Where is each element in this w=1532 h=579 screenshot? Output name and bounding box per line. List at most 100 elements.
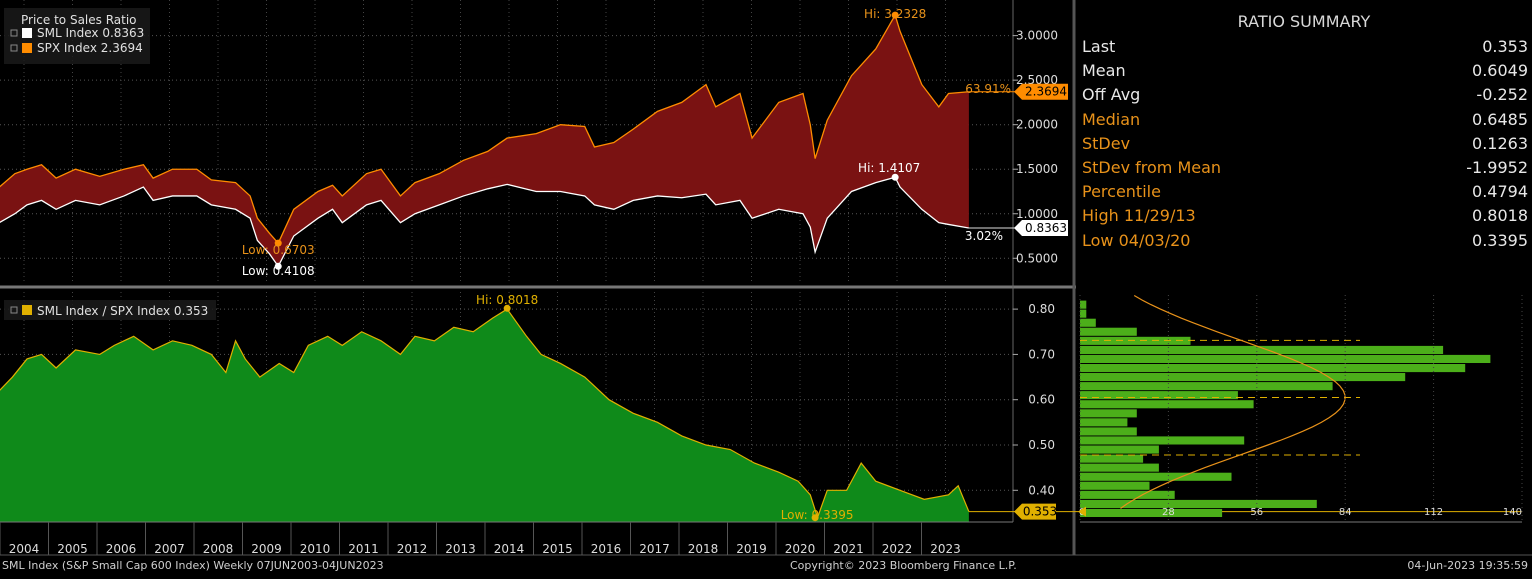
histogram-bar xyxy=(1080,427,1137,436)
x-tick-label-2004: 2004 xyxy=(9,542,40,556)
summary-row-value: 0.353 xyxy=(1482,37,1528,56)
bottom-ytick-label: 0.70 xyxy=(1028,347,1055,361)
histogram-xtick-label: 112 xyxy=(1424,507,1443,518)
x-tick-label-2010: 2010 xyxy=(300,542,331,556)
spx-last-tag xyxy=(1014,83,1068,100)
summary-row: High 11/29/13 0.8018 xyxy=(1082,206,1528,230)
x-tick-label-2016: 2016 xyxy=(591,542,622,556)
x-tick-label-2005: 2005 xyxy=(57,542,88,556)
spx-sml-spread-area xyxy=(0,15,969,267)
bottom-ytick-label: 0.80 xyxy=(1028,302,1055,316)
sml-last-tag-label: 0.8363 xyxy=(1025,221,1067,235)
x-tick-label-2015: 2015 xyxy=(542,542,573,556)
legend-swatch-sml xyxy=(22,28,32,38)
histogram-xtick-label: 56 xyxy=(1250,507,1263,518)
x-tick-label-2006: 2006 xyxy=(106,542,137,556)
summary-row: Mean 0.6049 xyxy=(1082,61,1528,85)
histogram-bar xyxy=(1080,454,1144,463)
ratio-low-marker xyxy=(811,514,819,522)
histogram-bar xyxy=(1080,499,1317,508)
histogram-xtick-label: 84 xyxy=(1339,507,1352,518)
sml-high-label: Hi: 1.4107 xyxy=(858,161,920,175)
top-ytick-label: 2.5000 xyxy=(1016,73,1058,87)
sml-low-marker xyxy=(274,262,282,270)
histogram xyxy=(1080,300,1491,517)
top-legend-title: Price to Sales Ratio xyxy=(21,13,137,27)
histogram-bar xyxy=(1080,300,1087,309)
bottom-ytick-label: 0.50 xyxy=(1028,438,1055,452)
x-tick-label-2009: 2009 xyxy=(251,542,282,556)
spx-last-tag-label: 2.3694 xyxy=(1025,85,1067,99)
x-tick-label-2017: 2017 xyxy=(639,542,670,556)
histogram-bar xyxy=(1080,445,1159,454)
bottom-ytick-label: 0.60 xyxy=(1028,393,1055,407)
histogram-bar xyxy=(1080,400,1254,409)
histogram-bar xyxy=(1080,391,1238,400)
x-tick-label-2007: 2007 xyxy=(154,542,185,556)
histogram-bar xyxy=(1080,409,1137,418)
top-ytick-label: 2.0000 xyxy=(1016,118,1058,132)
legend-expand-icon xyxy=(10,29,18,37)
sml-series-line xyxy=(0,176,969,268)
summary-row-value: 0.4794 xyxy=(1472,182,1528,202)
top-ytick-label: 1.0000 xyxy=(1016,207,1058,221)
histogram-bar xyxy=(1080,364,1466,373)
histogram-bar xyxy=(1080,508,1223,517)
spx-low-marker xyxy=(274,239,282,247)
x-tick-label-2019: 2019 xyxy=(736,542,767,556)
x-tick-label-2013: 2013 xyxy=(445,542,476,556)
sml-high-marker xyxy=(891,173,899,181)
summary-row-value: 0.1263 xyxy=(1472,133,1528,153)
summary-row-label: Mean xyxy=(1082,61,1126,81)
sml-pct-change-label: 3.02% xyxy=(965,229,1003,243)
histogram-bar xyxy=(1080,472,1232,481)
top-ytick-label: 0.5000 xyxy=(1016,251,1058,265)
x-tick-label-2022: 2022 xyxy=(882,542,913,556)
legend-item-sml: SML Index 0.8363 xyxy=(37,26,144,40)
histogram-bar xyxy=(1080,463,1159,472)
summary-row-label: StDev from Mean xyxy=(1082,158,1222,177)
legend-item-spx: SPX Index 2.3694 xyxy=(37,41,143,55)
x-tick-label-2020: 2020 xyxy=(785,542,816,556)
histogram-bar xyxy=(1080,318,1096,327)
legend-expand-icon xyxy=(10,44,18,52)
legend-item-ratio: SML Index / SPX Index 0.353 xyxy=(37,304,208,318)
histogram-bar xyxy=(1080,373,1406,382)
ratio-high-marker xyxy=(503,304,511,312)
histogram-bar xyxy=(1080,309,1087,318)
ratio-last-tag-label: 0.353 xyxy=(1023,505,1057,519)
ratio-last-tag xyxy=(1014,503,1056,520)
ratio-summary-panel: RATIO SUMMARY Last 0.353 Mean 0.6049 Off Avg… xyxy=(1076,0,1532,284)
summary-row-label: High 11/29/13 xyxy=(1082,206,1196,226)
spx-high-label: Hi: 3.2328 xyxy=(864,7,926,21)
x-tick-label-2021: 2021 xyxy=(833,542,864,556)
sml-low-label: Low: 0.4108 xyxy=(242,264,315,278)
summary-row-value: -1.9952 xyxy=(1466,158,1528,177)
legend-swatch-spx xyxy=(22,43,32,53)
summary-row-value: 0.8018 xyxy=(1472,206,1528,226)
histogram-bar xyxy=(1080,382,1333,391)
spx-low-label: Low: 0.6703 xyxy=(242,243,315,257)
x-tick-label-2008: 2008 xyxy=(203,542,234,556)
histogram-bar xyxy=(1080,490,1175,499)
bottom-legend-box xyxy=(4,300,216,320)
summary-row: StDev from Mean -1.9952 xyxy=(1082,158,1528,182)
summary-row: StDev 0.1263 xyxy=(1082,134,1528,158)
summary-row: Percentile 0.4794 xyxy=(1082,182,1528,206)
bottom-ytick-label: 0.40 xyxy=(1028,483,1055,497)
sml-last-tag xyxy=(1014,220,1068,236)
top-ytick-label: 1.5000 xyxy=(1016,162,1058,176)
ratio-area xyxy=(0,309,969,522)
histogram-bar xyxy=(1080,418,1128,427)
histogram-bar xyxy=(1080,354,1491,363)
x-tick-label-2012: 2012 xyxy=(397,542,428,556)
legend-expand-icon xyxy=(10,306,18,314)
legend-swatch-ratio xyxy=(22,305,32,315)
summary-row-value: 0.3395 xyxy=(1472,230,1528,250)
spx-series-line xyxy=(0,13,969,245)
spx-high-marker xyxy=(891,11,899,19)
summary-row-label: StDev xyxy=(1082,133,1131,153)
footer-timestamp: 04-Jun-2023 19:35:59 xyxy=(1407,559,1528,572)
x-tick-label-2023: 2023 xyxy=(930,542,961,556)
